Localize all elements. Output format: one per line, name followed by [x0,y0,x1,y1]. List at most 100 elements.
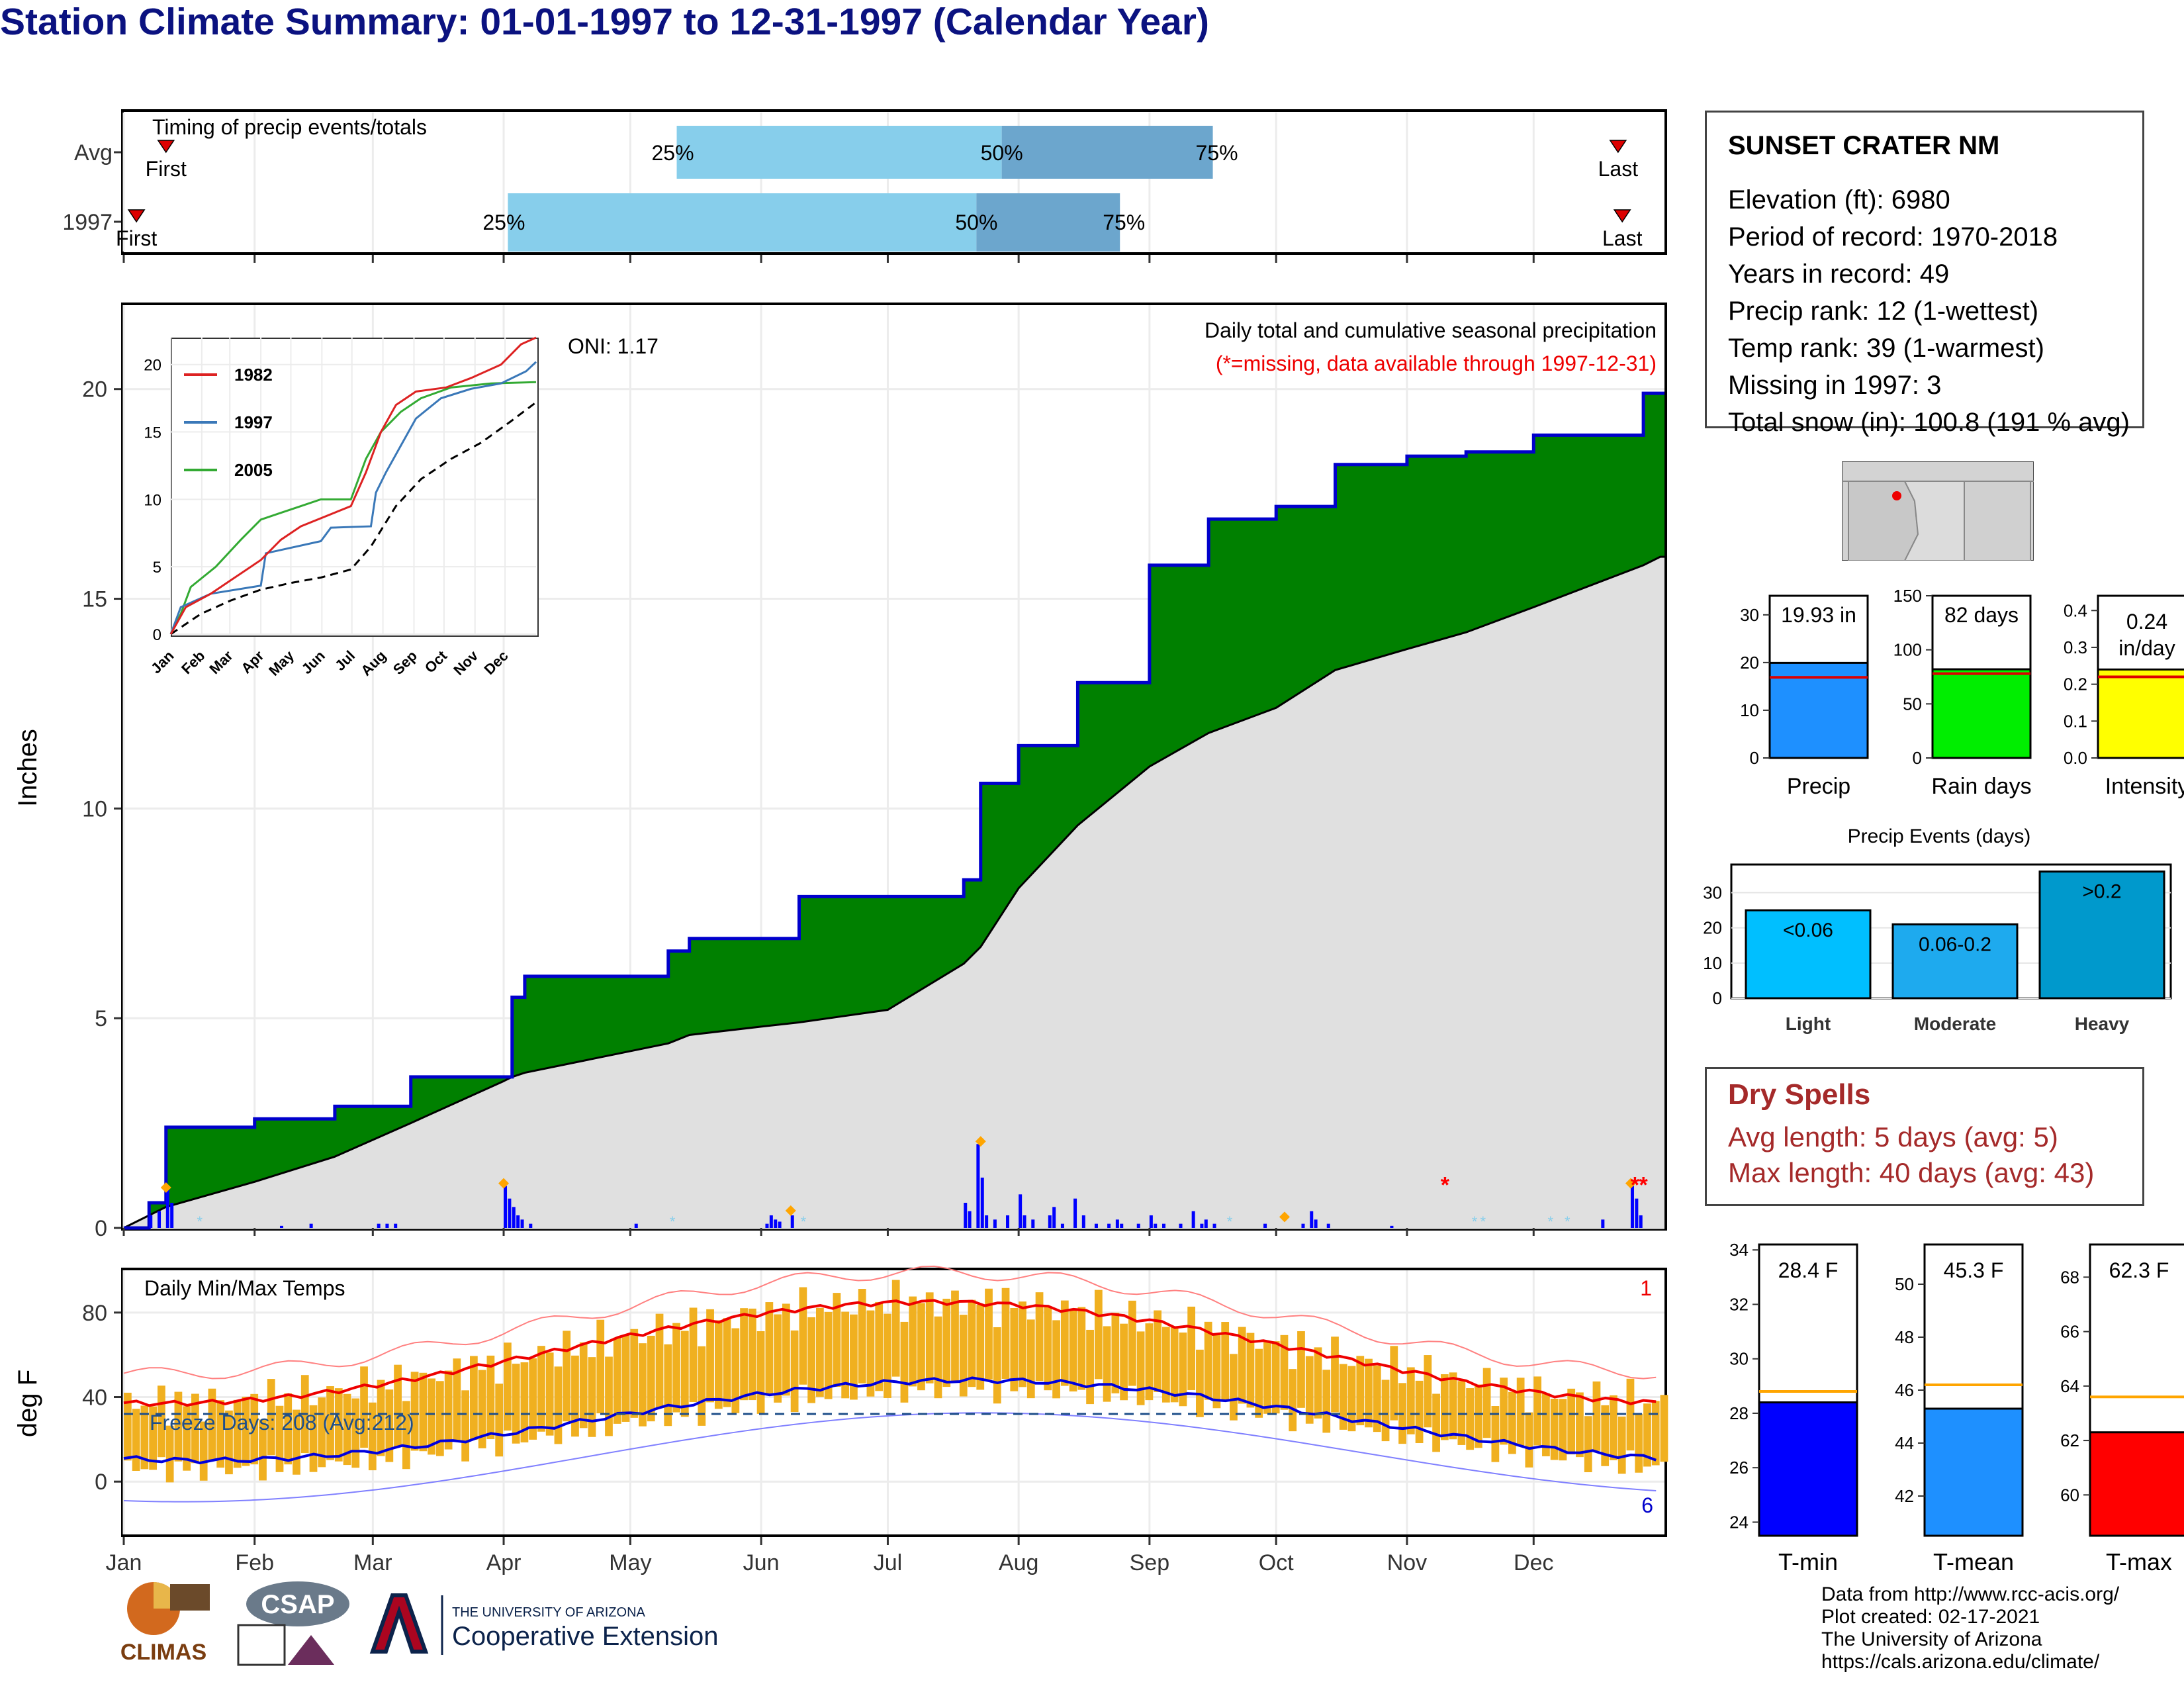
events-tick-label: 0 [1713,988,1722,1008]
inset-ytick-label: 5 [153,559,161,577]
temp-bar-charts: 24 26 28 30 32 34 28.4 F T-min 42 44 46 48 50 45.3 F T… [1729,1240,2184,1575]
daily-temp-bar [588,1357,596,1437]
temp-bar-tick-label: 60 [2060,1485,2079,1505]
daily-temp-bar [891,1280,900,1377]
daily-temp-bar [596,1319,605,1414]
daily-temp-bar [1406,1367,1415,1434]
daily-temp-bar [1196,1349,1204,1417]
daily-temp-bar [520,1362,529,1443]
daily-temp-bar [318,1397,326,1468]
daily-precip-bar [394,1223,398,1228]
daily-temp-bar [647,1335,655,1422]
mini-bar-charts: 0 10 20 30 19.93 in Precip 0 50 100 150 82 days Rai… [1740,586,2184,799]
daily-temp-bar [293,1409,300,1475]
first-label: First [146,157,187,181]
daily-temp-bar [1432,1393,1440,1452]
inset-2005-line [169,381,537,635]
daily-temp-bar [942,1298,951,1387]
daily-temp-bar [1297,1331,1305,1408]
daily-precip-bar [1630,1186,1634,1228]
precip-ytick-label: 0 [95,1216,107,1241]
inset-legend-label: 1997 [234,412,273,432]
daily-temp-bar [495,1383,504,1457]
daily-temp-bar [1322,1370,1331,1433]
mini-bar-value [1768,661,1869,759]
last-label: Last [1602,226,1643,250]
daily-precip-bar [634,1223,638,1228]
daily-temp-bar [1044,1307,1052,1391]
events-bar [1745,909,1872,1000]
daily-precip-bar [1052,1207,1056,1228]
daily-precip-bar [1301,1223,1305,1228]
daily-precip-bar [512,1207,516,1228]
daily-temp-bar [571,1355,579,1437]
temp-bar-value [2089,1431,2184,1537]
precip-events-title: Precip Events (days) [1847,825,2031,847]
daily-temp-bar [1246,1333,1255,1408]
ua-logo: THE UNIVERSITY OF ARIZONA Cooperative Ex… [369,1593,718,1655]
daily-temp-bar [1221,1322,1230,1401]
daily-temp-bar [435,1381,444,1456]
avg-max-line [123,1299,1657,1407]
daily-temp-bar [605,1356,613,1436]
timing-q25-label: 25% [652,141,694,165]
daily-temp-bar [1069,1309,1077,1392]
daily-temp-bar [132,1409,140,1471]
dry-spells-box: Dry Spells Avg length: 5 days (avg: 5) M… [1705,1067,2144,1206]
station-detail-line: Temp rank: 39 (1-warmest) [1728,334,2044,363]
daily-precip-bar [778,1221,782,1228]
mini-bar-tick-label: 30 [1740,605,1759,625]
month-label: Nov [1387,1550,1427,1575]
temp-bar-value-label: 28.4 F [1778,1258,1839,1282]
daily-temp-bar [1381,1380,1390,1442]
month-label: Aug [999,1550,1039,1575]
station-detail-line: Total snow (in): 100.8 (191 % avg) [1728,408,2130,437]
daily-temp-bar [1440,1374,1449,1440]
record-max-line [123,1265,1657,1380]
footer-line: https://cals.arizona.edu/climate/ [1821,1651,2100,1673]
daily-precip-bar [1162,1223,1166,1228]
daily-temp-bar [1567,1388,1576,1455]
daily-precip-bar [964,1202,968,1228]
snow-marker [1625,1178,1636,1189]
daily-temp-bar [816,1307,824,1397]
temp-bar-tick-label: 32 [1729,1294,1749,1314]
daily-temp-bar [1559,1399,1567,1461]
station-name: SUNSET CRATER NM [1728,131,2000,160]
inset-ytick-label: 10 [144,491,161,509]
daily-temp-bar [208,1388,216,1460]
temp-missing-count: 1 [1640,1276,1652,1300]
daily-precip-bar [976,1144,980,1228]
daily-precip-bar [1107,1223,1111,1228]
first-marker [127,209,146,223]
daily-temp-bar [428,1378,435,1455]
trace-marker: * [1565,1213,1570,1230]
snow-marker [498,1178,510,1189]
daily-precip-bar [1314,1219,1318,1228]
daily-temp-bar [1635,1413,1643,1473]
daily-precip-bar [1120,1223,1124,1228]
events-bar [1891,923,2019,1000]
daily-temp-bar [183,1406,191,1471]
daily-temp-bar [1154,1310,1162,1392]
daily-temp-bar [275,1405,284,1472]
daily-temp-bar [1601,1405,1610,1466]
temp-bar-tick-label: 42 [1895,1486,1914,1506]
temp-bar-tick-label: 44 [1895,1433,1914,1453]
dry-spells-title: Dry Spells [1728,1078,1871,1111]
daily-temp-bar [765,1302,774,1395]
mini-bar-tick-label: 50 [1903,694,1922,714]
daily-precip-bar [520,1219,524,1228]
daily-temp-bar [1449,1372,1457,1440]
daily-temp-bar [199,1421,208,1481]
daily-precip-bar [1635,1198,1639,1228]
inset-1982-line [169,336,537,635]
daily-temp-bar [1212,1335,1221,1409]
daily-temp-bar [613,1337,621,1424]
daily-temp-bar [216,1400,225,1468]
daily-temp-bar [1576,1392,1584,1458]
last-label: Last [1598,157,1639,181]
daily-temp-bar [706,1309,714,1403]
daily-temp-bar [1592,1381,1601,1451]
trace-marker: * [1548,1213,1554,1230]
